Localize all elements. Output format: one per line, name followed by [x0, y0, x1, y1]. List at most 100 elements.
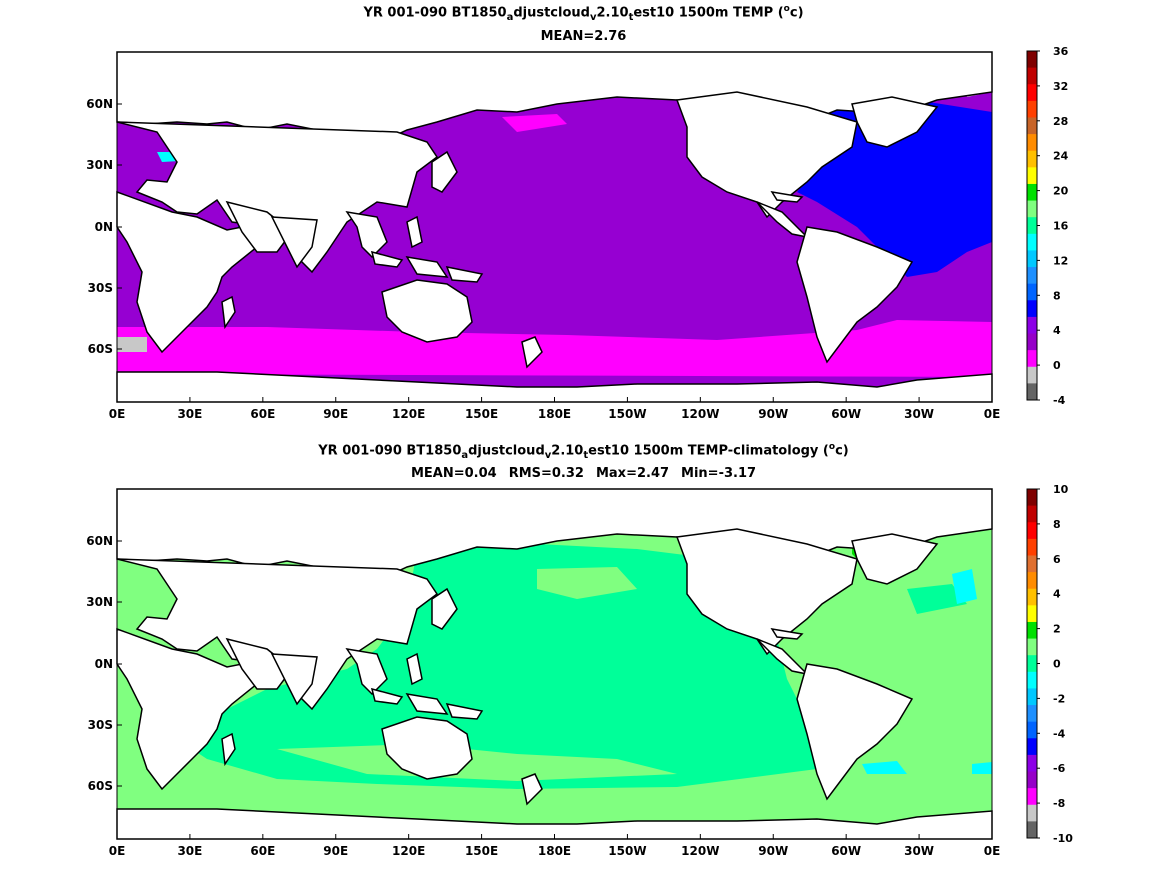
lat-tick-label: 60S: [88, 779, 113, 793]
colorbar-segment: [1027, 522, 1037, 540]
lat-tick-label: 30N: [86, 595, 113, 609]
colorbar-segment: [1027, 217, 1037, 235]
colorbar-segment: [1027, 721, 1037, 739]
lon-tick-label: 60W: [831, 407, 861, 421]
colorbar-segment: [1027, 638, 1037, 656]
colorbar-segment: [1027, 183, 1037, 202]
lat-tick-label: 30S: [88, 281, 113, 295]
lon-tick-label: 150E: [465, 844, 498, 858]
lat-tick-label: 60N: [86, 534, 113, 548]
lon-tick-label: 30W: [904, 407, 934, 421]
stat-max: Max=2.47: [595, 466, 670, 481]
panel2-map: [116, 488, 993, 840]
panel2-title: YR 001-090 BT1850adjustcloudv2.10test10 …: [318, 442, 849, 461]
colorbar-tick-label: -4: [1053, 727, 1066, 740]
lon-tick-label: 90E: [323, 407, 348, 421]
colorbar-segment: [1027, 67, 1037, 85]
colorbar-segment: [1027, 572, 1037, 590]
colorbar-tick-label: 0: [1053, 658, 1061, 671]
colorbar-segment: [1027, 621, 1037, 640]
colorbar-segment: [1027, 150, 1037, 168]
colorbar-tick-label: 24: [1053, 150, 1069, 163]
colorbar-segment: [1027, 333, 1037, 351]
colorbar-segment: [1027, 366, 1037, 384]
colorbar-segment: [1027, 555, 1037, 573]
lon-tick-label: 150W: [608, 844, 646, 858]
lon-tick-label: 0E: [984, 407, 1001, 421]
panel1-subtitle: MEAN=2.76: [540, 29, 627, 44]
colorbar-segment: [1027, 233, 1037, 251]
colorbar-segment: [1027, 804, 1037, 822]
lon-tick-label: 60E: [250, 407, 275, 421]
lon-tick-label: 30E: [177, 407, 202, 421]
colorbar-tick-label: 6: [1053, 553, 1061, 566]
colorbar-tick-label: -8: [1053, 797, 1065, 810]
colorbar-segment: [1027, 788, 1037, 806]
panel1-axes: 0E 30E 60E 90E 120E 150E 180E 150W 120W 90W 60W 30W…: [86, 97, 1000, 421]
colorbar-segment: [1027, 250, 1037, 268]
panel1-map: [116, 51, 993, 403]
lon-tick-label: 60E: [250, 844, 275, 858]
lat-tick-label: 30S: [88, 718, 113, 732]
lon-tick-label: 0E: [984, 844, 1001, 858]
colorbar-segment: [1027, 588, 1037, 606]
colorbar-segment: [1027, 738, 1037, 756]
lon-tick-label: 0E: [109, 844, 126, 858]
colorbar-segment: [1027, 754, 1037, 773]
lon-tick-label: 120E: [392, 407, 425, 421]
colorbar-segment: [1027, 200, 1037, 218]
colorbar-tick-label: -6: [1053, 762, 1066, 775]
lat-tick-label: 0N: [95, 220, 113, 234]
lat-tick-label: 60N: [86, 97, 113, 111]
stat-mean: MEAN=0.04: [410, 466, 497, 481]
panel1-colorbar: 36 32 28 24 20 16 12 8 4 0 -4: [1026, 45, 1069, 407]
lon-tick-label: 90E: [323, 844, 348, 858]
lon-tick-label: 0E: [109, 407, 126, 421]
colorbar-segment: [1027, 505, 1037, 523]
panel2-stats: MEAN=0.04 RMS=0.32 Max=2.47 Min=-3.17: [0, 466, 1167, 481]
colorbar-tick-label: -4: [1053, 394, 1066, 407]
antarctic-ice: [117, 337, 147, 352]
stat-rms: RMS=0.32: [508, 466, 584, 481]
colorbar-segment: [1027, 605, 1037, 623]
colorbar-tick-label: 32: [1053, 80, 1068, 93]
colorbar-tick-label: 36: [1053, 45, 1069, 58]
panel1-title: YR 001-090 BT1850adjustcloudv2.10test10 …: [363, 4, 804, 23]
lon-tick-label: 150E: [465, 407, 498, 421]
lat-tick-label: 60S: [88, 342, 113, 356]
colorbar-segment: [1027, 117, 1037, 135]
pacific-light-patch: [537, 567, 637, 599]
north-pacific-magenta: [502, 114, 567, 132]
panel2-axes: 0E 30E 60E 90E 120E 150E 180E 150W 120W 90W 60W 30W…: [86, 534, 1000, 858]
colorbar-segment: [1027, 671, 1037, 689]
colorbar-segment: [1027, 538, 1037, 556]
lon-tick-label: 120E: [392, 844, 425, 858]
colorbar-segment: [1027, 705, 1037, 723]
colorbar-tick-label: -10: [1053, 832, 1073, 845]
colorbar-segment: [1027, 267, 1037, 285]
stat-min: Min=-3.17: [681, 466, 757, 481]
colorbar-tick-label: 0: [1053, 359, 1061, 372]
lon-tick-label: 30W: [904, 844, 934, 858]
lon-tick-label: 120W: [681, 844, 719, 858]
southern-cyan-2: [972, 762, 992, 774]
colorbar-tick-label: 8: [1053, 289, 1061, 302]
colorbar-segment: [1027, 100, 1037, 118]
lon-tick-label: 90W: [758, 407, 788, 421]
atlantic-anomaly: [907, 584, 967, 614]
colorbar-segment: [1027, 383, 1037, 401]
lon-tick-label: 120W: [681, 407, 719, 421]
colorbar-segment: [1027, 167, 1037, 185]
colorbar-tick-label: 4: [1053, 588, 1061, 601]
colorbar-tick-label: 16: [1053, 220, 1069, 233]
colorbar-segment: [1027, 84, 1037, 102]
lon-tick-label: 180E: [538, 407, 571, 421]
atlantic-deep-water: [797, 97, 992, 277]
colorbar-segment: [1027, 300, 1037, 318]
colorbar-tick-label: 4: [1053, 324, 1061, 337]
colorbar-segment: [1027, 489, 1037, 507]
lon-tick-label: 90W: [758, 844, 788, 858]
lon-tick-label: 60W: [831, 844, 861, 858]
colorbar-tick-label: 10: [1053, 483, 1069, 496]
